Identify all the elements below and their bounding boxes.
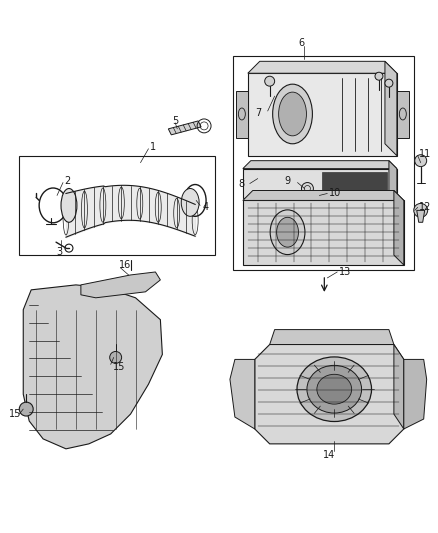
Text: 4: 4 [202,203,208,212]
Text: 14: 14 [323,450,336,460]
Text: 9: 9 [285,175,291,185]
Text: 3: 3 [56,247,62,257]
Bar [322,172,387,193]
Ellipse shape [61,189,77,222]
Circle shape [414,204,427,217]
Ellipse shape [297,357,371,422]
Ellipse shape [277,217,298,247]
Bar [233,56,414,270]
Text: 13: 13 [339,267,351,277]
Text: 12: 12 [419,203,431,212]
Polygon shape [230,359,255,429]
Text: 1: 1 [150,142,156,152]
Polygon shape [243,160,397,168]
Polygon shape [255,344,404,444]
Ellipse shape [270,210,305,255]
Text: 7: 7 [255,108,261,118]
Ellipse shape [317,374,352,404]
Circle shape [301,182,314,195]
Polygon shape [168,121,201,135]
Polygon shape [404,359,427,429]
Polygon shape [236,91,248,138]
Ellipse shape [311,192,323,199]
Polygon shape [394,344,404,429]
Polygon shape [394,190,404,265]
Polygon shape [243,168,397,198]
Polygon shape [243,190,404,200]
Text: 15: 15 [9,409,22,419]
Text: 8: 8 [238,179,244,189]
Text: 11: 11 [419,149,431,159]
Text: 10: 10 [329,189,342,198]
Circle shape [265,76,275,86]
Ellipse shape [279,92,307,136]
Ellipse shape [307,365,362,413]
Circle shape [375,72,383,80]
Text: 5: 5 [172,116,179,126]
Polygon shape [248,61,397,73]
Ellipse shape [273,84,312,144]
Text: 15: 15 [113,362,125,373]
Ellipse shape [181,189,199,216]
Circle shape [19,402,33,416]
Polygon shape [417,211,425,222]
Polygon shape [248,73,397,156]
Polygon shape [23,285,162,449]
Text: 2: 2 [64,175,70,185]
Circle shape [385,79,393,87]
Polygon shape [243,200,404,265]
Circle shape [415,155,427,167]
Polygon shape [270,329,394,344]
Polygon shape [81,272,160,298]
Bar [19,156,215,255]
Text: 6: 6 [298,38,304,49]
Circle shape [110,351,122,364]
Polygon shape [389,160,397,198]
Polygon shape [397,91,409,138]
Polygon shape [385,61,397,156]
Text: 16: 16 [119,260,131,270]
